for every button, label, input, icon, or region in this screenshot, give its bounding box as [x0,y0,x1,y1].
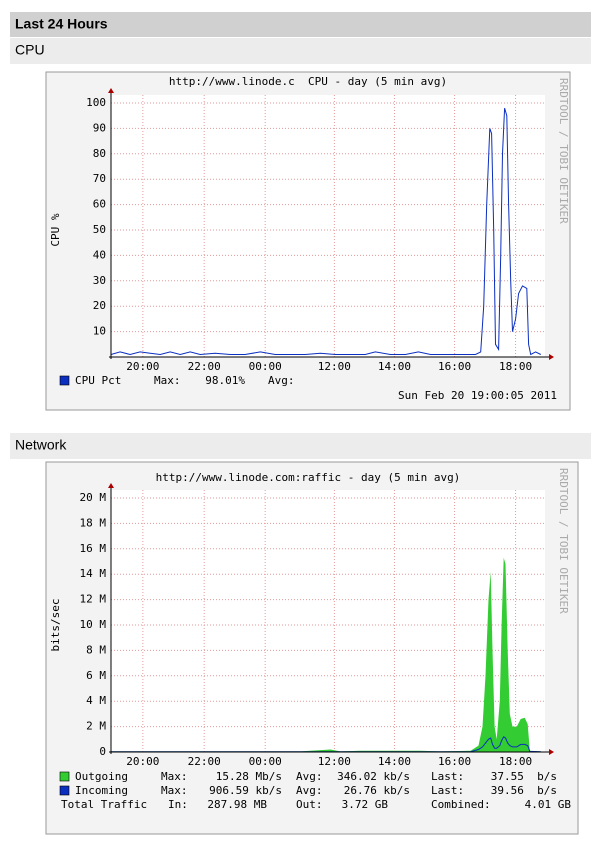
x-tick-label: 12:00 [318,360,351,373]
x-tick-label: 12:00 [318,755,351,768]
legend-total: Out: [296,798,323,811]
legend-stat: Avg: [268,374,295,387]
legend-stat: Avg: [296,784,323,797]
legend-swatch [59,785,70,796]
x-tick-label: 14:00 [378,755,411,768]
legend-stat: 37.55 b/s [491,770,557,783]
legend-total: 3.72 GB [342,798,389,811]
x-tick-label: 22:00 [188,755,221,768]
section-bar [10,38,591,64]
y-axis-label: bits/sec [49,599,62,652]
axis-arrow [549,354,554,360]
legend-stat: 98.01% [205,374,245,387]
x-tick-label: 18:00 [499,360,532,373]
y-tick-label: 12 M [80,593,107,606]
legend-swatch [59,771,70,782]
legend-stat: 15.28 Mb/s [216,770,282,783]
legend-stat: Max: [161,784,188,797]
legend-label: CPU Pct [75,374,121,387]
chart-title: http://www.linode.c CPU - day (5 min avg… [169,75,447,88]
watermark: RRDTOOL / TOBI OETIKER [557,468,570,614]
x-tick-label: 00:00 [249,755,282,768]
axis-arrow [108,483,114,488]
y-tick-label: 10 [93,325,106,338]
y-tick-label: 60 [93,198,106,211]
y-axis-label: CPU % [49,213,62,246]
plot-area [111,95,545,357]
x-tick-label: 22:00 [188,360,221,373]
y-tick-label: 2 M [86,720,106,733]
y-tick-label: 8 M [86,643,106,656]
legend-stat: Avg: [296,770,323,783]
legend-label: Incoming [75,784,128,797]
legend-total: Total Traffic [61,798,147,811]
y-tick-label: 16 M [80,542,107,555]
area [111,557,541,752]
plot-area [111,490,545,752]
y-tick-label: 20 [93,299,106,312]
x-tick-label: 00:00 [249,360,282,373]
y-tick-label: 4 M [86,694,106,707]
y-tick-label: 100 [86,96,106,109]
y-tick-label: 18 M [80,516,107,529]
legend-total: Combined: [431,798,491,811]
y-tick-label: 0 [99,745,106,758]
graph-footer: Sun Feb 20 19:00:05 2011 [398,389,557,402]
legend-stat: Last: [431,784,464,797]
header-title: Last 24 Hours [15,16,108,32]
y-tick-label: 40 [93,248,106,261]
watermark: RRDTOOL / TOBI OETIKER [557,78,570,224]
x-tick-label: 20:00 [126,360,159,373]
y-tick-label: 20 M [80,491,107,504]
y-tick-label: 6 M [86,669,106,682]
y-tick-label: 90 [93,121,106,134]
legend-total: 4.01 GB [525,798,572,811]
legend-total: In: [168,798,188,811]
legend-stat: Max: [154,374,181,387]
legend-label: Outgoing [75,770,128,783]
legend-swatch [59,375,70,386]
legend-stat: 346.02 kb/s [337,770,410,783]
section-label: CPU [15,42,45,58]
chart-title: http://www.linode.com:raffic - day (5 mi… [156,471,461,484]
x-tick-label: 16:00 [438,360,471,373]
y-tick-label: 10 M [80,618,107,631]
y-tick-label: 80 [93,147,106,160]
legend-stat: 39.56 b/s [491,784,557,797]
legend-stat: 26.76 kb/s [344,784,410,797]
axis-arrow [549,749,554,755]
y-tick-label: 30 [93,274,106,287]
x-tick-label: 16:00 [438,755,471,768]
y-tick-label: 50 [93,223,106,236]
y-tick-label: 70 [93,172,106,185]
legend-stat: Last: [431,770,464,783]
line [110,107,542,356]
axis-arrow [108,88,114,93]
y-tick-label: 14 M [80,567,107,580]
legend-stat: 906.59 kb/s [209,784,282,797]
header-bar [10,12,591,37]
x-tick-label: 18:00 [499,755,532,768]
section-bar [10,433,591,459]
legend-total: 287.98 MB [207,798,267,811]
x-tick-label: 14:00 [378,360,411,373]
x-tick-label: 20:00 [126,755,159,768]
legend-stat: Max: [161,770,188,783]
section-label: Network [15,437,67,453]
